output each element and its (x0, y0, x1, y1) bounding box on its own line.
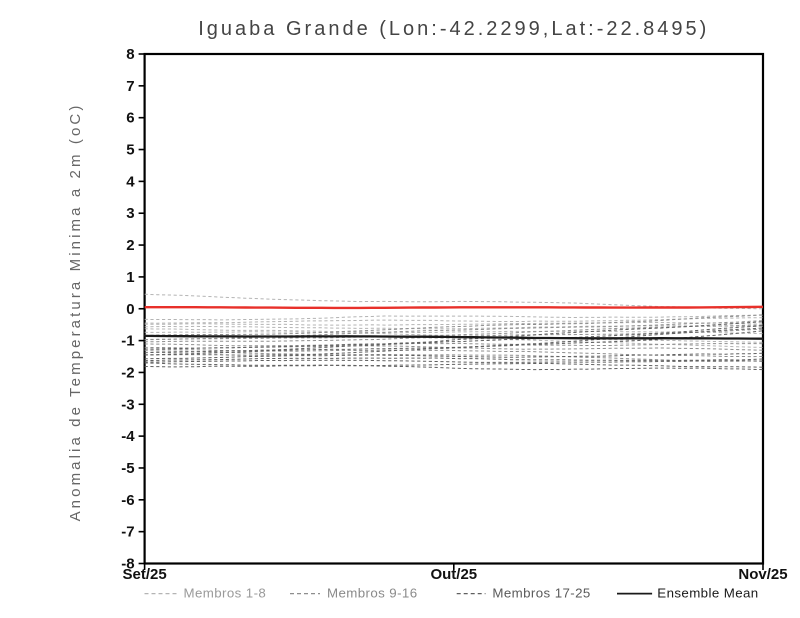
svg-text:-6: -6 (121, 492, 134, 509)
svg-text:Iguaba Grande (Lon:-42.2299,La: Iguaba Grande (Lon:-42.2299,Lat:-22.8495… (198, 18, 709, 40)
svg-text:4: 4 (126, 173, 135, 190)
svg-text:-3: -3 (121, 396, 134, 413)
svg-text:Anomalia de Temperatura Minima: Anomalia de Temperatura Minima a 2m (oC) (67, 103, 84, 522)
svg-text:7: 7 (126, 78, 134, 95)
svg-text:1: 1 (126, 269, 134, 286)
svg-text:2: 2 (126, 237, 134, 254)
svg-text:8: 8 (126, 46, 134, 63)
svg-text:Membros 17-25: Membros 17-25 (492, 586, 590, 601)
svg-text:Out/25: Out/25 (430, 566, 477, 583)
svg-text:-5: -5 (121, 460, 134, 477)
svg-text:-1: -1 (121, 333, 134, 350)
svg-text:Membros 9-16: Membros 9-16 (327, 586, 418, 601)
svg-text:-7: -7 (121, 524, 134, 541)
svg-text:Set/25: Set/25 (122, 566, 166, 583)
svg-text:-4: -4 (121, 428, 135, 445)
svg-text:Ensemble Mean: Ensemble Mean (657, 586, 758, 601)
svg-text:6: 6 (126, 110, 134, 127)
svg-text:3: 3 (126, 205, 134, 222)
svg-text:5: 5 (126, 142, 134, 159)
svg-text:-2: -2 (121, 364, 134, 381)
svg-text:Membros 1-8: Membros 1-8 (184, 586, 267, 601)
svg-text:Nov/25: Nov/25 (738, 566, 787, 583)
svg-text:0: 0 (126, 301, 134, 318)
